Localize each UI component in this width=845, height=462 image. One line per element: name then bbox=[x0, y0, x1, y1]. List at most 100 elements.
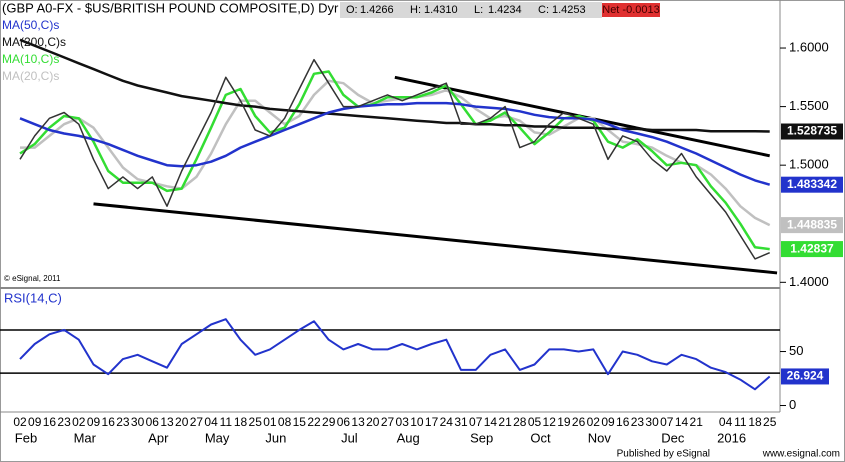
x-tick-label: 02 bbox=[587, 415, 601, 429]
quote-field: 1.4234 bbox=[488, 4, 522, 16]
y-tick-label: 1.6000 bbox=[789, 39, 829, 54]
month-label: Feb bbox=[15, 430, 37, 445]
legend-entry: MA(20,C)s bbox=[2, 69, 59, 83]
month-label: Jun bbox=[265, 430, 286, 445]
x-tick-label: 11 bbox=[220, 415, 233, 429]
quote-field: C: bbox=[538, 4, 549, 16]
x-tick-label: 20 bbox=[175, 415, 189, 429]
x-tick-label: 23 bbox=[57, 415, 71, 429]
x-tick-label: 13 bbox=[160, 415, 174, 429]
x-tick-label: 23 bbox=[116, 415, 130, 429]
quote-box bbox=[340, 2, 602, 18]
month-label: Sep bbox=[470, 430, 493, 445]
x-tick-label: 16 bbox=[43, 415, 57, 429]
last-value-box bbox=[781, 217, 843, 234]
x-tick-label: 09 bbox=[28, 415, 42, 429]
x-tick-label: 04 bbox=[204, 415, 218, 429]
x-tick-label: 24 bbox=[440, 415, 454, 429]
rsi-value-label: 26.924 bbox=[787, 369, 824, 383]
copyright: © eSignal, 2011 bbox=[4, 274, 61, 283]
x-tick-label: 18 bbox=[234, 415, 248, 429]
x-tick-label: 30 bbox=[645, 415, 659, 429]
x-tick-label: 07 bbox=[469, 415, 483, 429]
month-label: May bbox=[205, 430, 230, 445]
last-value-box bbox=[781, 241, 843, 258]
x-tick-label: 21 bbox=[498, 415, 512, 429]
x-tick-label: 03 bbox=[396, 415, 410, 429]
x-tick-label: 08 bbox=[278, 415, 292, 429]
x-tick-label: 12 bbox=[543, 415, 557, 429]
plot bbox=[0, 38, 780, 391]
legend-entry: MA(10,C)s bbox=[2, 52, 59, 66]
x-tick-label: 27 bbox=[381, 415, 395, 429]
x-tick-label: 02 bbox=[13, 415, 27, 429]
chart-title: (GBP A0-FX - $US/BRITISH POUND COMPOSITE… bbox=[2, 0, 339, 15]
x-tick-label: 19 bbox=[557, 415, 571, 429]
x-tick-label: 23 bbox=[631, 415, 645, 429]
month-label: Jul bbox=[341, 430, 358, 445]
last-value-label: 1.42837 bbox=[790, 241, 834, 255]
month-label: Aug bbox=[397, 430, 420, 445]
x-tick-label: 16 bbox=[616, 415, 630, 429]
x-tick-label: 05 bbox=[528, 415, 542, 429]
x-tick-label: 15 bbox=[293, 415, 307, 429]
x-tick-label: 31 bbox=[454, 415, 468, 429]
last-value-box bbox=[781, 176, 843, 193]
month-label: Oct bbox=[530, 430, 551, 445]
x-tick-label: 07 bbox=[660, 415, 674, 429]
month-label: Nov bbox=[588, 430, 612, 445]
x-tick-label: 13 bbox=[351, 415, 365, 429]
x-tick-label: 28 bbox=[513, 415, 527, 429]
x-tick-label: 09 bbox=[87, 415, 101, 429]
rsi-tick-label: 50 bbox=[789, 343, 803, 358]
quote-field: O: bbox=[346, 4, 358, 16]
x-tick-label: 18 bbox=[748, 415, 762, 429]
rsi-tick-label: 0 bbox=[789, 397, 796, 412]
y-tick-label: 1.5000 bbox=[789, 157, 829, 172]
last-value-label: 1.483342 bbox=[787, 177, 837, 191]
x-tick-label: 21 bbox=[690, 415, 704, 429]
quote-field: L: bbox=[474, 4, 483, 16]
legend-entry: MA(200,C)s bbox=[2, 35, 66, 49]
rsi-title: RSI(14,C) bbox=[4, 290, 62, 305]
y-tick-label: 1.4000 bbox=[789, 274, 829, 289]
y-tick-label: 1.5500 bbox=[789, 98, 829, 113]
last-value-label: 1.448835 bbox=[787, 217, 837, 231]
x-tick-label: 11 bbox=[734, 415, 747, 429]
x-tick-label: 20 bbox=[366, 415, 380, 429]
x-tick-label: 02 bbox=[72, 415, 86, 429]
footer-url: www.esignal.com bbox=[762, 449, 840, 460]
month-label: Dec bbox=[661, 430, 685, 445]
month-label: 2016 bbox=[717, 430, 746, 445]
net-box bbox=[602, 3, 660, 17]
x-tick-label: 10 bbox=[410, 415, 424, 429]
x-tick-label: 14 bbox=[675, 415, 689, 429]
price-line bbox=[19, 58, 770, 260]
x-tick-label: 30 bbox=[131, 415, 145, 429]
x-tick-label: 25 bbox=[249, 415, 263, 429]
last-value-label: 1.528735 bbox=[787, 124, 837, 138]
x-tick-label: 01 bbox=[263, 415, 277, 429]
moving-average bbox=[19, 101, 771, 186]
x-tick-label: 06 bbox=[146, 415, 160, 429]
rsi-line bbox=[19, 318, 771, 391]
quote-field: 1.4266 bbox=[360, 4, 394, 16]
footer-publisher: Published by eSignal bbox=[617, 449, 710, 460]
month-label: Apr bbox=[148, 430, 169, 445]
last-value-box bbox=[781, 123, 843, 140]
x-tick-label: 09 bbox=[601, 415, 615, 429]
quote-field: 1.4310 bbox=[424, 4, 458, 16]
x-tick-label: 29 bbox=[322, 415, 336, 429]
x-tick-label: 17 bbox=[425, 415, 439, 429]
moving-average bbox=[19, 38, 770, 133]
x-tick-label: 14 bbox=[484, 415, 498, 429]
x-tick-label: 26 bbox=[572, 415, 586, 429]
trendline bbox=[93, 202, 778, 275]
quote-field: H: bbox=[410, 4, 421, 16]
x-tick-label: 22 bbox=[307, 415, 321, 429]
x-tick-label: 16 bbox=[102, 415, 116, 429]
x-tick-label: 25 bbox=[763, 415, 777, 429]
